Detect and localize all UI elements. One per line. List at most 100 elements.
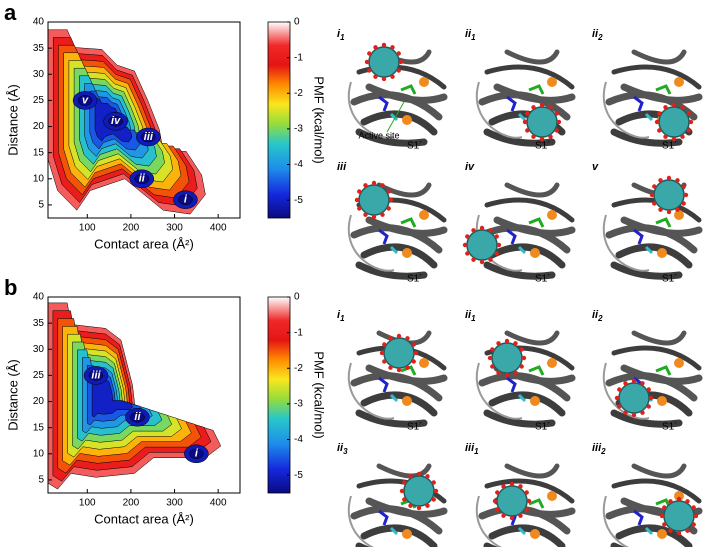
fullerene-group [663, 134, 668, 139]
side-chain [644, 112, 654, 122]
x-tick-label: 400 [210, 223, 227, 234]
loop [602, 214, 650, 272]
ribbon [484, 197, 575, 223]
fullerene-group [524, 490, 529, 495]
fullerene-group [501, 513, 506, 518]
x-tick-label: 300 [166, 223, 183, 234]
colorbar-tick-label: -4 [294, 434, 303, 445]
fullerene-group [501, 484, 506, 489]
side-chain [400, 365, 417, 376]
fullerene-group [465, 251, 470, 256]
fullerene-group [367, 68, 372, 73]
colorbar-tick-label: -2 [294, 363, 303, 374]
ribbon [611, 64, 702, 90]
fullerene-group [396, 333, 402, 339]
fullerene-group [386, 189, 391, 194]
state-label: ii [139, 173, 146, 185]
structure-label-sub: 2 [597, 33, 603, 42]
calcium-ion [657, 396, 667, 406]
structure-label-sub: 1 [471, 33, 476, 42]
side-chain [655, 217, 672, 228]
ribbon [620, 216, 703, 237]
side-chain [400, 84, 417, 95]
ribbon [631, 330, 687, 346]
fullerene-group [379, 350, 385, 356]
side-chain [400, 217, 417, 228]
fullerene-group [671, 102, 677, 108]
protein-structure [602, 330, 703, 428]
colorbar-tick-label: -5 [294, 195, 303, 206]
calcium-ion [530, 248, 540, 258]
structure-label-main: ii [465, 28, 472, 40]
fullerene-group [554, 111, 559, 116]
fullerene [653, 179, 685, 211]
fullerene-group [526, 498, 532, 504]
fullerene-group [525, 111, 530, 116]
fullerene-group [390, 45, 395, 50]
state-label: iii [91, 369, 101, 381]
ribbon [493, 83, 576, 104]
ribbon [355, 261, 428, 280]
energy-minimum [178, 194, 193, 205]
fullerene-group [509, 515, 515, 521]
fullerene-group [496, 341, 501, 346]
ribbon [504, 182, 560, 198]
fullerene-group [402, 497, 407, 502]
x-axis-label: Contact area (Å²) [94, 236, 194, 251]
fullerene-group [614, 395, 620, 401]
ribbon [610, 409, 683, 428]
structure-label: ii2 [592, 309, 603, 323]
y-tick-label: 20 [33, 121, 45, 132]
y-tick-label: 5 [38, 475, 44, 486]
fullerene-group [548, 105, 553, 110]
structure-label-sub: 1 [474, 447, 479, 456]
contour-fill [47, 29, 206, 215]
ribbon [615, 524, 693, 547]
side-chain [517, 526, 527, 536]
fullerene-group [556, 119, 562, 125]
fullerene-group [425, 474, 430, 479]
fullerene-group [675, 178, 680, 183]
energy-minimum [134, 173, 150, 185]
colorbar-tick-label: 0 [294, 292, 300, 303]
fullerene-group [471, 228, 476, 233]
calcium-ion [419, 358, 429, 368]
fullerene-group [513, 341, 518, 346]
ribbon [615, 243, 693, 269]
ribbon [484, 478, 575, 504]
structure-label: ii1 [465, 28, 476, 42]
structure-label: i1 [337, 309, 345, 323]
fullerene [663, 500, 695, 532]
fullerene-group [367, 51, 372, 56]
fullerene-group [519, 347, 524, 352]
fullerene-group [490, 364, 495, 369]
structure-label-sub: 1 [471, 314, 476, 323]
site-label: S1´ [407, 421, 423, 433]
fullerene-group [425, 503, 430, 508]
ribbon [360, 391, 438, 417]
fullerene-group [402, 480, 407, 485]
structure-label: ii1 [465, 309, 476, 323]
loop [475, 495, 503, 547]
structure-label: ii3 [337, 442, 348, 456]
fullerene-group [363, 183, 368, 188]
structure-label-main: ii [592, 309, 599, 321]
fullerene-group [465, 234, 470, 239]
state-label: iv [111, 115, 121, 127]
fullerene-group [685, 528, 690, 533]
fullerene-group [531, 134, 536, 139]
side-chain [389, 245, 399, 255]
ribbon [483, 128, 556, 147]
calcium-ion [402, 529, 412, 539]
fullerene-group [676, 496, 682, 502]
ribbon [365, 83, 448, 104]
fullerene-group [688, 119, 694, 125]
y-tick-label: 35 [33, 43, 45, 54]
colorbar-tick-label: -3 [294, 124, 303, 135]
energy-minimum [141, 131, 156, 143]
fullerene-group [495, 507, 500, 512]
ribbon [360, 524, 438, 547]
side-chain [517, 112, 527, 122]
fullerene-group [373, 45, 378, 50]
site-label: S1´ [535, 273, 551, 285]
